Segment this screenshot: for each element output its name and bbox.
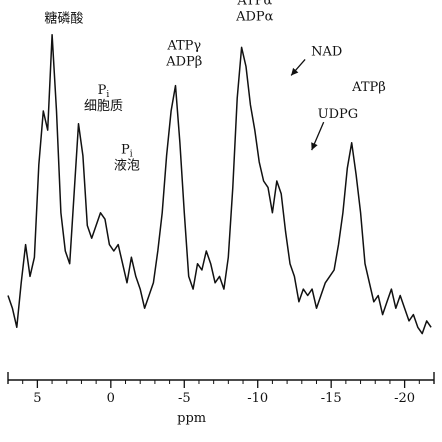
x-axis-title: ppm xyxy=(177,411,206,426)
peak-label-text: ATPγ xyxy=(166,39,201,54)
x-axis: 5 0 -5 -10 -15 -20 xyxy=(7,372,435,406)
x-tick-label: -5 xyxy=(178,391,191,406)
peak-label-text: NAD xyxy=(311,44,342,59)
peak-label-text-line2: 液泡 xyxy=(114,158,140,173)
peak-label-text-line2: ADPα xyxy=(235,9,274,24)
x-tick-label: 5 xyxy=(33,391,41,406)
peak-label-text-line2: ADPβ xyxy=(165,55,202,70)
peak-label-6: UDPG xyxy=(311,107,359,151)
arrowhead-icon xyxy=(311,142,318,151)
peak-label-text: Pi xyxy=(98,83,110,100)
x-tick-label: -15 xyxy=(321,391,342,406)
x-tick-label: -20 xyxy=(394,391,415,406)
x-tick-label: -10 xyxy=(247,391,268,406)
peak-label-text: ATPα xyxy=(236,0,272,8)
peak-label-5: NAD xyxy=(290,44,342,76)
peak-label-0: 糖磷酸 xyxy=(44,11,83,27)
peak-label-text: 糖磷酸 xyxy=(44,11,83,27)
arrowhead-icon xyxy=(291,67,299,76)
spectrum-line-0 xyxy=(7,33,432,335)
series-layer xyxy=(7,33,432,335)
x-tick-label: 0 xyxy=(107,391,115,406)
peak-label-text: Pi xyxy=(121,142,133,159)
peak-label-text: UDPG xyxy=(318,107,359,122)
peak-label-text-line2: 细胞质 xyxy=(84,99,123,114)
peak-label-7: ATPβ xyxy=(351,80,386,95)
peak-label-text: ATPβ xyxy=(351,80,386,95)
